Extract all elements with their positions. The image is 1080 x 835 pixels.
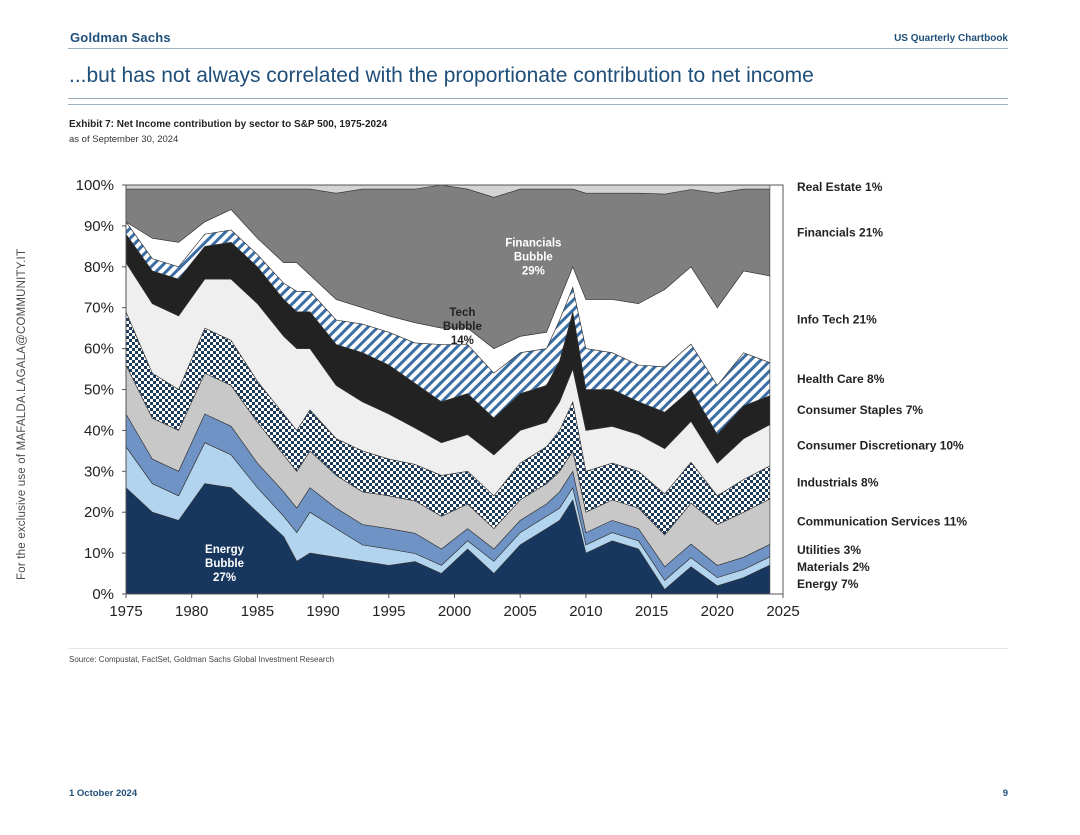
- legend-label-health-care: Health Care 8%: [797, 372, 885, 386]
- y-tick-label: 80%: [84, 259, 114, 276]
- y-tick-label: 90%: [84, 218, 114, 235]
- y-tick-label: 70%: [84, 300, 114, 317]
- page-number: 9: [1002, 788, 1008, 799]
- y-tick-label: 10%: [84, 545, 114, 562]
- x-tick-label: 2015: [635, 603, 668, 620]
- x-tick-label: 2010: [569, 603, 602, 620]
- headline-divider-top: [68, 98, 1008, 99]
- bubble-annotation: Tech Bubble 14%: [443, 307, 482, 347]
- bubble-annotation-line: Financials: [505, 237, 561, 249]
- legend-label-consumer-staples: Consumer Staples 7%: [797, 403, 923, 417]
- brand-name: Goldman Sachs: [70, 30, 171, 45]
- bubble-annotation-line: 29%: [522, 265, 545, 277]
- x-tick-label: 1990: [306, 603, 339, 620]
- source-divider: [68, 648, 1008, 649]
- legend-label-financials: Financials 21%: [797, 226, 883, 240]
- x-tick-label: 2000: [438, 603, 471, 620]
- x-tick-label: 2025: [766, 603, 799, 620]
- x-tick-label: 2020: [701, 603, 734, 620]
- bubble-annotation-line: 14%: [451, 335, 474, 347]
- legend-label-info-tech: Info Tech 21%: [797, 312, 877, 326]
- y-tick-label: 0%: [92, 586, 114, 603]
- source-note: Source: Compustat, FactSet, Goldman Sach…: [69, 655, 335, 664]
- bubble-annotation-line: Bubble: [205, 558, 244, 570]
- legend-label-industrials: Industrials 8%: [797, 475, 879, 489]
- page-headline: ...but has not always correlated with th…: [69, 64, 814, 87]
- y-tick-label: 60%: [84, 341, 114, 358]
- x-tick-label: 1995: [372, 603, 405, 620]
- legend-label-real-estate: Real Estate 1%: [797, 180, 883, 194]
- exhibit-date: as of September 30, 2024: [69, 134, 179, 145]
- bubble-annotation-line: 27%: [213, 572, 236, 584]
- legend-label-communication-services: Communication Services 11%: [797, 515, 967, 529]
- bubble-annotation-line: Bubble: [514, 251, 553, 263]
- y-tick-label: 50%: [84, 382, 114, 399]
- exhibit-title: Exhibit 7: Net Income contribution by se…: [69, 119, 388, 130]
- legend-label-utilities: Utilities 3%: [797, 543, 861, 557]
- bubble-annotation-line: Tech: [449, 307, 475, 319]
- x-tick-label: 1985: [241, 603, 274, 620]
- legend-label-energy: Energy 7%: [797, 577, 859, 591]
- footer-date: 1 October 2024: [69, 788, 138, 799]
- y-tick-label: 40%: [84, 422, 114, 439]
- y-tick-label: 20%: [84, 504, 114, 521]
- x-tick-label: 1980: [175, 603, 208, 620]
- bubble-annotation: Energy Bubble 27%: [205, 544, 245, 584]
- bubble-annotation-line: Bubble: [443, 321, 482, 333]
- header-divider: [68, 48, 1008, 49]
- y-tick-label: 100%: [76, 177, 114, 194]
- legend-label-materials: Materials 2%: [797, 560, 870, 574]
- report-title: US Quarterly Chartbook: [894, 33, 1008, 44]
- bubble-annotation: Financials Bubble 29%: [505, 237, 561, 277]
- x-tick-label: 2005: [504, 603, 537, 620]
- bubble-annotation-line: Energy: [205, 544, 245, 556]
- x-tick-label: 1975: [109, 603, 142, 620]
- headline-divider-bottom: [68, 104, 1008, 105]
- legend-label-consumer-discretionary: Consumer Discretionary 10%: [797, 438, 964, 452]
- y-tick-label: 30%: [84, 463, 114, 480]
